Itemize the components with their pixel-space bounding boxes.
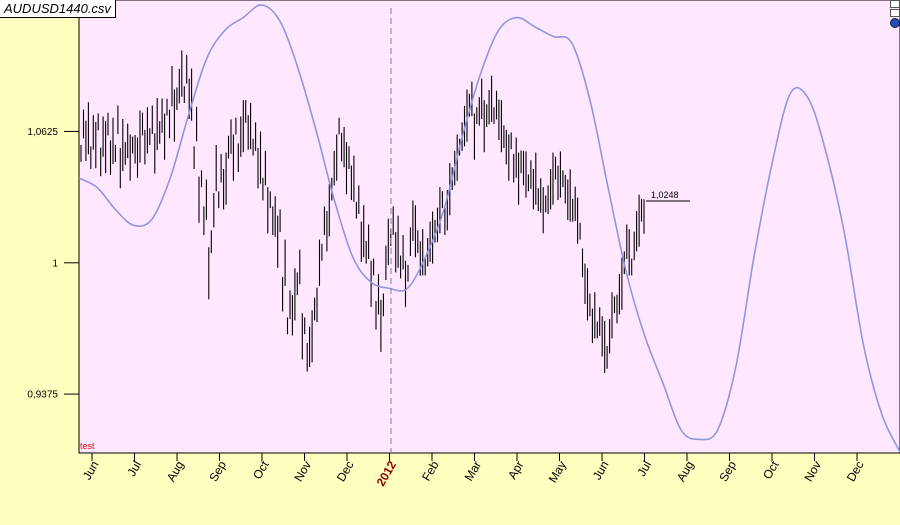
month-label: Apr [505, 459, 526, 482]
price-bars-layer [80, 50, 645, 373]
month-label: Feb [419, 458, 442, 483]
year-label: 2012 [374, 458, 400, 488]
corner-widgets[interactable] [890, 0, 900, 28]
forecast-line-layer [78, 4, 900, 453]
month-label: Jul [634, 459, 654, 479]
month-label: Aug [164, 459, 187, 484]
x-axis-layer: Jun Jul Aug Sep Oct Nov Dec 2012 Feb Mar Apr May Jun… [80, 453, 867, 489]
y-tick-label: 0,9375 [27, 390, 58, 401]
y-axis-layer: 1,0625 1 0,9375 [27, 127, 79, 401]
y-tick-label: 1,0625 [27, 127, 58, 138]
month-label: Jun [590, 459, 612, 483]
plot-area [78, 0, 900, 454]
forecast-line [78, 4, 900, 453]
month-label: Aug [674, 459, 697, 484]
month-label: Dec [334, 459, 357, 484]
corner-box-icon[interactable] [890, 0, 900, 8]
month-label: Dec [844, 459, 867, 484]
month-label: Oct [250, 458, 272, 482]
last-price-label: 1,0248 [651, 190, 679, 200]
window-title: AUDUSD1440.csv [0, 0, 116, 18]
month-label: Sep [716, 458, 739, 484]
month-label: Nov [801, 459, 824, 484]
month-label: Sep [206, 458, 229, 484]
month-label: Jun [80, 459, 102, 483]
y-tick-label: 1 [52, 258, 58, 269]
month-label: Mar [462, 459, 484, 484]
corner-box-icon[interactable] [890, 9, 900, 17]
month-label: Oct [760, 458, 782, 482]
month-label: May [546, 459, 569, 486]
color-dot-icon[interactable] [890, 18, 900, 28]
month-label: Jul [124, 459, 144, 479]
month-label: Nov [291, 459, 314, 484]
indicator-label: test [80, 441, 95, 451]
